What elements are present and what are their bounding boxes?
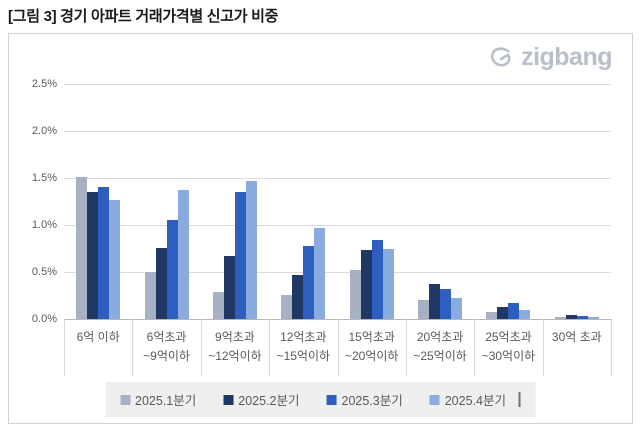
legend-item-2025.2분기: 2025.2분기	[223, 390, 300, 409]
bar-2025.1분기-12억초과~15억이하	[281, 295, 292, 319]
bar-2025.3분기-20억초과~25억이하	[440, 289, 451, 319]
category-separator-tick	[542, 319, 544, 376]
bar-2025.3분기-12억초과~15억이하	[303, 246, 314, 319]
legend-item-label: 2025.4분기	[444, 394, 506, 408]
bar-2025.3분기-15억초과~20억이하	[372, 240, 383, 319]
legend-item-label: 2025.1분기	[135, 394, 197, 408]
category-separator-tick	[269, 319, 271, 376]
bar-2025.3분기-9억초과~12억이하	[235, 192, 246, 319]
bar-2025.2분기-25억초과~30억이하	[497, 307, 508, 319]
gridline-1.0%	[64, 225, 611, 226]
bar-2025.3분기-30억초과	[577, 316, 588, 319]
bar-2025.3분기-6억초과~9억이하	[167, 220, 178, 319]
bar-2025.2분기-6억이하	[87, 192, 98, 319]
y-axis-tick-label: 2.0%	[31, 125, 57, 137]
x-axis-category-label: 15억초과 ~20억이하	[344, 330, 399, 363]
category-separator-tick	[337, 319, 339, 376]
chart-frame: zigbang 0.0% 0.5% 1.0% 1.5% 2.0% 2.5% 6억 이하 6억초…	[8, 33, 633, 424]
legend-swatch-icon	[120, 394, 131, 405]
category-separator-tick	[64, 319, 65, 376]
zigbang-swirl-icon	[487, 44, 514, 71]
bar-2025.4분기-12억초과~15억이하	[314, 228, 325, 319]
gridline-2.5%	[64, 84, 611, 85]
gridline-2.0%	[64, 131, 611, 132]
y-axis-tick-label: 2.5%	[31, 78, 57, 90]
legend-swatch-icon	[223, 394, 234, 405]
bar-2025.1분기-20억초과~25억이하	[418, 300, 429, 319]
y-axis-tick-label: 0.5%	[31, 266, 57, 278]
chart-title: [그림 3] 경기 아파트 거래가격별 신고가 비중	[8, 8, 279, 25]
legend-item-2025.1분기: 2025.1분기	[120, 390, 196, 409]
bar-2025.1분기-30억초과	[555, 317, 566, 319]
bar-2025.3분기-25억초과~30억이하	[508, 303, 519, 319]
legend-item-label: 2025.3분기	[341, 394, 403, 408]
zigbang-logo: zigbang	[487, 43, 612, 72]
y-axis-tick-label: 1.5%	[31, 172, 57, 184]
legend-item-2025.4분기: 2025.4분기	[429, 390, 506, 409]
legend-swatch-icon	[326, 394, 337, 405]
bar-2025.1분기-9억초과~12억이하	[213, 292, 224, 319]
category-separator-tick	[474, 319, 476, 376]
gridline-1.5%	[64, 178, 611, 179]
category-separator-tick	[611, 319, 612, 376]
legend-swatch-icon	[429, 394, 440, 405]
bar-2025.4분기-6억초과~9억이하	[178, 190, 189, 319]
zigbang-wordmark: zigbang	[521, 43, 612, 71]
x-axis-category-label: 6억초과 ~9억이하	[143, 330, 190, 363]
x-axis-category-label: 12억초과 ~15억이하	[276, 330, 331, 363]
bar-2025.1분기-15억초과~20억이하	[350, 270, 361, 319]
x-axis-category-label: 9억초과 ~12억이하	[208, 330, 262, 363]
legend: 2025.1분기 2025.2분기 2025.3분기 2025.4분기	[105, 382, 536, 417]
x-axis-category-label: 25억초과 ~30억이하	[481, 330, 536, 363]
bar-2025.2분기-9억초과~12억이하	[224, 256, 235, 319]
legend-end-tick	[518, 392, 521, 407]
category-separator-tick	[405, 319, 407, 376]
x-axis-category-label: 30억 초과	[551, 330, 602, 344]
bar-2025.4분기-20억초과~25억이하	[451, 298, 462, 319]
bar-2025.2분기-20억초과~25억이하	[429, 284, 440, 319]
bar-2025.3분기-6억이하	[98, 187, 109, 319]
category-separator-tick	[132, 319, 134, 376]
x-axis-category-label: 6억 이하	[76, 330, 120, 344]
bar-2025.4분기-30억초과	[588, 317, 599, 319]
x-axis-category-label: 20억초과 ~25억이하	[413, 330, 467, 363]
bar-2025.1분기-6억이하	[76, 177, 87, 319]
legend-item-2025.3분기: 2025.3분기	[326, 390, 403, 409]
bar-2025.4분기-9억초과~12억이하	[246, 181, 257, 319]
bar-2025.2분기-12억초과~15억이하	[292, 275, 303, 319]
bar-2025.2분기-30억초과	[566, 315, 577, 319]
bar-2025.4분기-15억초과~20억이하	[383, 249, 394, 319]
bar-2025.2분기-15억초과~20억이하	[361, 250, 372, 319]
bar-2025.1분기-25억초과~30억이하	[486, 312, 497, 319]
bar-2025.4분기-6억이하	[109, 200, 120, 319]
y-axis-tick-label: 0.0%	[31, 313, 57, 325]
bar-2025.2분기-6억초과~9억이하	[156, 248, 167, 319]
bar-2025.1분기-6억초과~9억이하	[145, 272, 156, 319]
legend-item-label: 2025.2분기	[238, 394, 300, 408]
gridline-0.5%	[64, 272, 611, 273]
y-axis-tick-label: 1.0%	[31, 219, 57, 231]
bar-2025.4분기-25억초과~30억이하	[519, 310, 530, 319]
category-separator-tick	[200, 319, 202, 376]
